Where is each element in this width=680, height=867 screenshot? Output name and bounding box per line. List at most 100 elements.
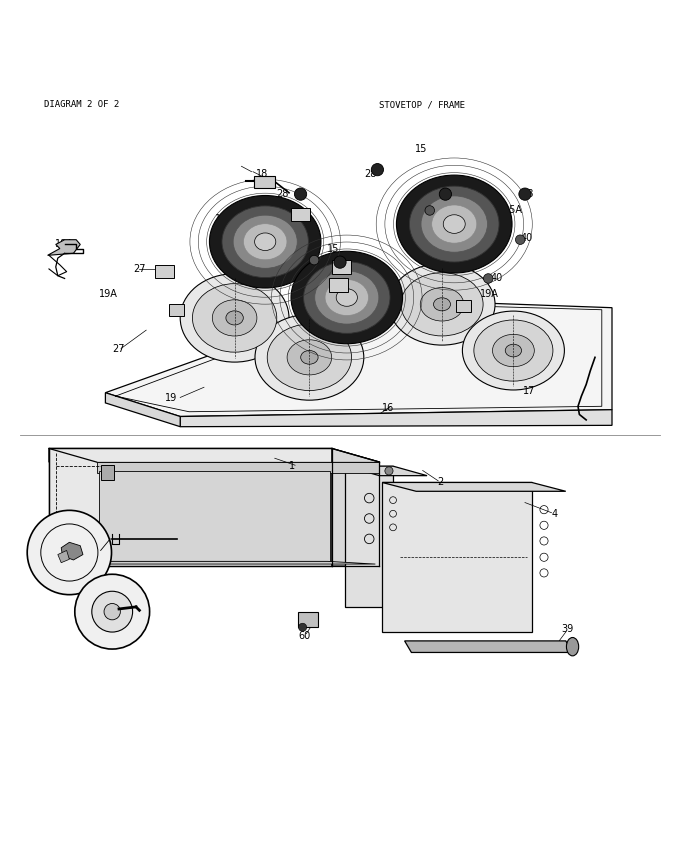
Polygon shape (49, 448, 379, 462)
Polygon shape (58, 551, 69, 563)
Text: 18: 18 (256, 169, 268, 179)
Polygon shape (99, 471, 330, 561)
Text: DIAGRAM 2 OF 2: DIAGRAM 2 OF 2 (44, 101, 119, 109)
Polygon shape (105, 299, 612, 416)
Text: 40: 40 (490, 273, 503, 284)
Circle shape (309, 256, 319, 264)
Ellipse shape (254, 233, 276, 251)
Text: 27: 27 (113, 343, 125, 354)
Ellipse shape (336, 289, 358, 306)
Circle shape (515, 235, 525, 244)
FancyBboxPatch shape (169, 303, 184, 316)
Ellipse shape (566, 637, 579, 655)
FancyBboxPatch shape (456, 299, 471, 312)
Ellipse shape (505, 344, 522, 357)
FancyBboxPatch shape (332, 260, 351, 274)
Text: 19A: 19A (480, 289, 499, 299)
Ellipse shape (492, 335, 534, 367)
Text: 27: 27 (133, 264, 146, 274)
Text: 28: 28 (276, 189, 288, 199)
Text: 28: 28 (521, 189, 533, 199)
Text: 19: 19 (165, 393, 177, 403)
Polygon shape (180, 410, 612, 427)
Text: 1: 1 (289, 461, 296, 471)
Polygon shape (382, 482, 532, 632)
Text: 40: 40 (305, 373, 318, 382)
Text: 19: 19 (443, 187, 455, 197)
Text: 15A: 15A (504, 205, 523, 216)
Text: 18A: 18A (55, 239, 74, 250)
Text: 7: 7 (63, 547, 70, 557)
Ellipse shape (303, 262, 390, 333)
Text: 27: 27 (296, 207, 309, 218)
Circle shape (294, 188, 307, 200)
Circle shape (371, 164, 384, 176)
Polygon shape (332, 448, 379, 566)
Text: 4: 4 (551, 509, 558, 518)
FancyBboxPatch shape (329, 278, 348, 292)
Circle shape (483, 274, 493, 284)
Ellipse shape (233, 215, 297, 268)
Text: 40: 40 (415, 203, 428, 212)
Polygon shape (345, 466, 427, 476)
Ellipse shape (255, 315, 364, 401)
Ellipse shape (396, 175, 512, 273)
Text: 27: 27 (360, 308, 372, 317)
Text: 28: 28 (330, 260, 343, 270)
Ellipse shape (243, 224, 287, 260)
Ellipse shape (222, 205, 309, 277)
Polygon shape (56, 561, 375, 564)
FancyBboxPatch shape (291, 208, 310, 221)
Ellipse shape (409, 186, 499, 262)
Circle shape (27, 511, 112, 595)
Polygon shape (49, 448, 332, 566)
Polygon shape (405, 641, 573, 653)
Text: 40: 40 (521, 232, 533, 243)
Text: 15A: 15A (215, 214, 234, 225)
Text: STOVETOP / FRAME: STOVETOP / FRAME (379, 101, 464, 109)
Text: 15: 15 (327, 244, 339, 253)
Circle shape (385, 466, 393, 475)
Ellipse shape (389, 264, 495, 345)
Bar (101, 465, 114, 479)
Ellipse shape (421, 196, 488, 252)
Ellipse shape (192, 284, 277, 352)
Ellipse shape (315, 271, 379, 324)
Ellipse shape (291, 251, 403, 343)
Ellipse shape (443, 215, 465, 233)
Ellipse shape (474, 320, 553, 381)
Ellipse shape (267, 324, 352, 390)
Polygon shape (97, 462, 379, 473)
Circle shape (104, 603, 120, 620)
Polygon shape (61, 542, 83, 560)
Ellipse shape (325, 279, 369, 316)
Ellipse shape (226, 311, 243, 325)
Ellipse shape (420, 288, 464, 321)
Text: 17: 17 (523, 387, 535, 396)
Circle shape (519, 188, 531, 200)
Circle shape (425, 205, 435, 215)
Ellipse shape (301, 350, 318, 364)
Ellipse shape (212, 300, 257, 336)
Polygon shape (48, 239, 80, 256)
Circle shape (439, 188, 452, 200)
Text: 15: 15 (415, 144, 428, 154)
FancyBboxPatch shape (155, 264, 174, 278)
Polygon shape (382, 482, 566, 492)
Circle shape (92, 591, 133, 632)
Polygon shape (345, 466, 393, 607)
Bar (65, 510, 75, 520)
Text: 28: 28 (364, 169, 377, 179)
Text: 60: 60 (299, 631, 311, 641)
Text: 19A: 19A (99, 289, 118, 299)
Ellipse shape (432, 205, 477, 243)
Ellipse shape (180, 274, 289, 362)
Circle shape (299, 623, 307, 631)
Text: 27: 27 (364, 277, 377, 288)
Ellipse shape (434, 297, 450, 311)
Ellipse shape (287, 340, 332, 375)
Polygon shape (105, 393, 180, 427)
Ellipse shape (209, 195, 321, 288)
Text: 16: 16 (381, 402, 394, 413)
FancyBboxPatch shape (298, 611, 318, 627)
